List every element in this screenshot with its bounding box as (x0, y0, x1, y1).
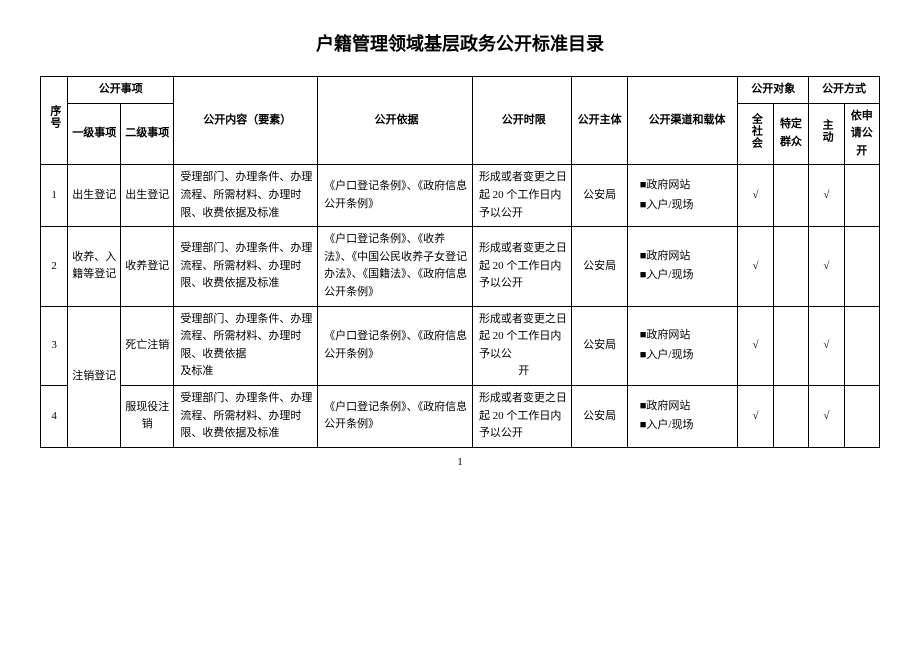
hdr-l2: 二级事项 (121, 103, 174, 165)
hdr-obj1: 全社会 (747, 113, 765, 149)
cell-time: 形成或者变更之日起 20 个工作日内予以公开 (472, 385, 572, 447)
cell-content: 受理部门、办理条件、办理流程、所需材料、办理时限、收费依据及标准 (174, 227, 318, 306)
cell-content: 受理部门、办理条件、办理流程、所需材料、办理时限、收费依据 及标准 (174, 306, 318, 385)
cell-l1: 收养、入籍等登记 (68, 227, 121, 306)
hdr-method: 公开方式 (809, 77, 880, 104)
cell-l2: 出生登记 (121, 165, 174, 227)
cell-l2: 收养登记 (121, 227, 174, 306)
channel-site: ■政府网站 (640, 398, 735, 416)
cell-obj2 (773, 165, 808, 227)
hdr-item: 公开事项 (68, 77, 174, 104)
cell-content: 受理部门、办理条件、办理流程、所需材料、办理时限、收费依据及标准 (174, 165, 318, 227)
cell-seq: 3 (41, 306, 68, 385)
cell-obj2 (773, 306, 808, 385)
table-row: 4 服现役注销 受理部门、办理条件、办理流程、所需材料、办理时限、收费依据及标准… (41, 385, 880, 447)
page-title: 户籍管理领域基层政务公开标准目录 (40, 30, 880, 56)
cell-time-a: 形成或者变更之日起 20 个工作日内予以公 (479, 313, 567, 360)
cell-subject: 公安局 (572, 227, 627, 306)
cell-time: 形成或者变更之日起 20 个工作日内予以公 开 (472, 306, 572, 385)
hdr-content: 公开内容（要素） (174, 77, 318, 165)
cell-l1: 出生登记 (68, 165, 121, 227)
cell-m1: √ (809, 306, 844, 385)
hdr-obj2: 特定群众 (773, 103, 808, 165)
page-number: 1 (40, 456, 880, 468)
cell-obj1: √ (738, 306, 773, 385)
cell-l2: 死亡注销 (121, 306, 174, 385)
channel-onsite: ■入户/现场 (640, 197, 735, 215)
hdr-object: 公开对象 (738, 77, 809, 104)
cell-subject: 公安局 (572, 385, 627, 447)
cell-channel: ■政府网站 ■入户/现场 (627, 227, 738, 306)
channel-onsite: ■入户/现场 (640, 417, 735, 435)
cell-content-a: 受理部门、办理条件、办理流程、所需材料、办理时限、收费依据 (180, 313, 312, 360)
cell-time-b: 开 (479, 363, 569, 381)
hdr-basis: 公开依据 (318, 77, 473, 165)
hdr-time: 公开时限 (472, 77, 572, 165)
cell-obj1: √ (738, 385, 773, 447)
cell-time: 形成或者变更之日起 20 个工作日内予以公开 (472, 227, 572, 306)
cell-l2: 服现役注销 (121, 385, 174, 447)
cell-basis: 《户口登记条例》、《政府信息公开条例》 (318, 165, 473, 227)
cell-content: 受理部门、办理条件、办理流程、所需材料、办理时限、收费依据及标准 (174, 385, 318, 447)
hdr-m1: 主动 (818, 119, 836, 143)
cell-basis: 《户口登记条例》、《政府信息公开条例》 (318, 385, 473, 447)
cell-subject: 公安局 (572, 165, 627, 227)
cell-m1: √ (809, 165, 844, 227)
table-row: 3 注销登记 死亡注销 受理部门、办理条件、办理流程、所需材料、办理时限、收费依… (41, 306, 880, 385)
cell-m1: √ (809, 385, 844, 447)
cell-subject: 公安局 (572, 306, 627, 385)
cell-m2 (844, 385, 879, 447)
cell-l1: 注销登记 (68, 306, 121, 447)
cell-obj2 (773, 385, 808, 447)
channel-onsite: ■入户/现场 (640, 267, 735, 285)
cell-channel: ■政府网站 ■入户/现场 (627, 165, 738, 227)
table-row: 1 出生登记 出生登记 受理部门、办理条件、办理流程、所需材料、办理时限、收费依… (41, 165, 880, 227)
hdr-seq: 序号 (45, 105, 63, 129)
cell-m2 (844, 227, 879, 306)
cell-m2 (844, 306, 879, 385)
cell-obj1: √ (738, 165, 773, 227)
hdr-m2: 依申请公开 (844, 103, 879, 165)
hdr-channel: 公开渠道和载体 (627, 77, 738, 165)
cell-obj2 (773, 227, 808, 306)
header-row-1: 序号 公开事项 公开内容（要素） 公开依据 公开时限 公开主体 公开渠道和载体 … (41, 77, 880, 104)
channel-site: ■政府网站 (640, 248, 735, 266)
table-row: 2 收养、入籍等登记 收养登记 受理部门、办理条件、办理流程、所需材料、办理时限… (41, 227, 880, 306)
cell-seq: 4 (41, 385, 68, 447)
cell-basis: 《户口登记条例》、《收养法》、《中国公民收养子女登记办法》、《国籍法》、《政府信… (318, 227, 473, 306)
channel-site: ■政府网站 (640, 327, 735, 345)
standards-table: 序号 公开事项 公开内容（要素） 公开依据 公开时限 公开主体 公开渠道和载体 … (40, 76, 880, 448)
cell-seq: 2 (41, 227, 68, 306)
cell-basis: 《户口登记条例》、《政府信息公开条例》 (318, 306, 473, 385)
cell-m1: √ (809, 227, 844, 306)
cell-time: 形成或者变更之日起 20 个工作日内予以公开 (472, 165, 572, 227)
channel-onsite: ■入户/现场 (640, 347, 735, 365)
cell-channel: ■政府网站 ■入户/现场 (627, 385, 738, 447)
hdr-subject: 公开主体 (572, 77, 627, 165)
cell-m2 (844, 165, 879, 227)
cell-channel: ■政府网站 ■入户/现场 (627, 306, 738, 385)
hdr-l1: 一级事项 (68, 103, 121, 165)
cell-seq: 1 (41, 165, 68, 227)
cell-obj1: √ (738, 227, 773, 306)
channel-site: ■政府网站 (640, 177, 735, 195)
cell-content-b: 及标准 (180, 363, 314, 381)
